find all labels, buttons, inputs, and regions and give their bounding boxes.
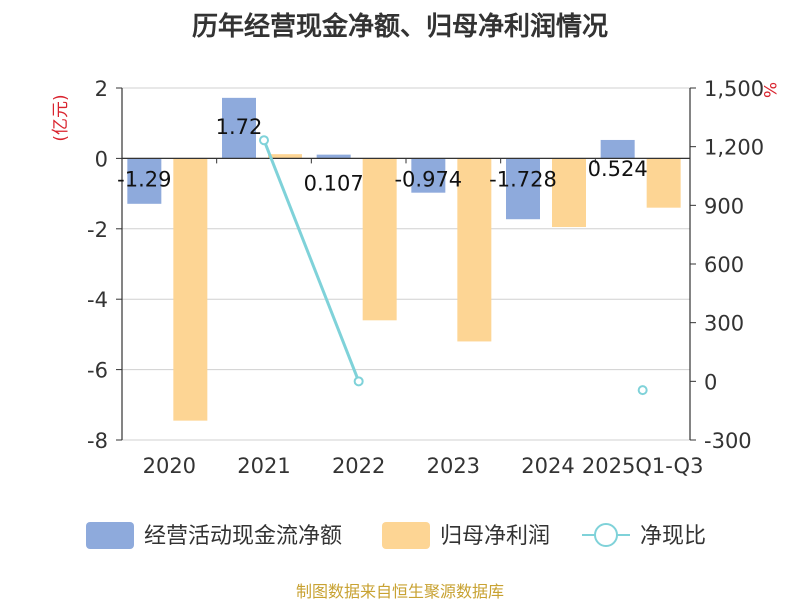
bar [457,158,492,342]
legend-swatch-marker [594,523,618,547]
bar [222,97,256,159]
bar-value-label: -1.728 [489,167,557,191]
x-tick-label: 2021 [237,454,290,478]
x-tick-label: 2025Q1-Q3 [582,454,704,478]
line-series [259,135,648,396]
bar-value-label: -0.974 [394,167,462,191]
bar [506,158,540,220]
x-tick-label: 2023 [427,454,480,478]
bar-value-label: 1.72 [216,115,263,139]
y-left-tick-label: -8 [87,429,108,453]
y-right-tick-label: 900 [704,194,744,218]
bar [268,154,302,159]
ratio-point [259,135,269,146]
bar-value-label: 0.524 [588,157,648,181]
axes: 2 0 -2 -4 -6 -8 1,500 1,200 900 600 300 0 -300 2020 20… [51,77,779,478]
chart-title: 历年经营现金净额、归母净利润情况 [191,12,608,42]
ratio-point [353,376,364,387]
x-tick-label: 2022 [332,454,385,478]
ratio-line-segment [262,139,361,382]
bar [173,158,208,421]
bar [411,158,446,193]
y-left-tick-label: -6 [87,359,108,383]
bar [127,158,162,204]
x-tick-label: 2024 [521,454,574,478]
bar [316,154,351,159]
legend-label: 归母净利润 [440,524,550,549]
bar [552,158,586,228]
bar-series [127,97,681,421]
legend: 经营活动现金流净额 归母净利润 净现比 [86,522,706,549]
y-left-tick-label: 0 [95,147,108,171]
legend-swatch [86,522,134,549]
legend-label: 经营活动现金流净额 [144,524,342,549]
data-labels: -1.29 1.72 0.107 -0.974 -1.728 0.524 [117,115,648,196]
y-right-axis-label: % [759,82,779,98]
bar [600,139,635,159]
y-left-tick-label: -2 [87,218,108,242]
x-tick-label: 2020 [143,454,196,478]
bar-value-label: -1.29 [117,167,171,191]
y-right-tick-label: 1,200 [704,136,764,160]
bar [362,158,397,321]
bar [646,158,681,208]
ratio-point [637,385,648,396]
y-right-tick-label: 0 [704,370,717,394]
source-note: 制图数据来自恒生聚源数据库 [295,582,504,601]
y-right-tick-label: 600 [704,253,744,277]
legend-swatch [382,522,430,549]
y-right-tick-label: 300 [704,312,744,336]
y-right-tick-label: 1,500 [704,77,764,101]
legend-label: 净现比 [640,524,706,549]
y-right-tick-label: -300 [704,429,752,453]
y-left-tick-label: 2 [95,77,108,101]
bar-value-label: 0.107 [304,172,364,196]
y-left-axis-label: (亿元) [51,94,71,141]
y-left-tick-label: -4 [87,288,108,312]
